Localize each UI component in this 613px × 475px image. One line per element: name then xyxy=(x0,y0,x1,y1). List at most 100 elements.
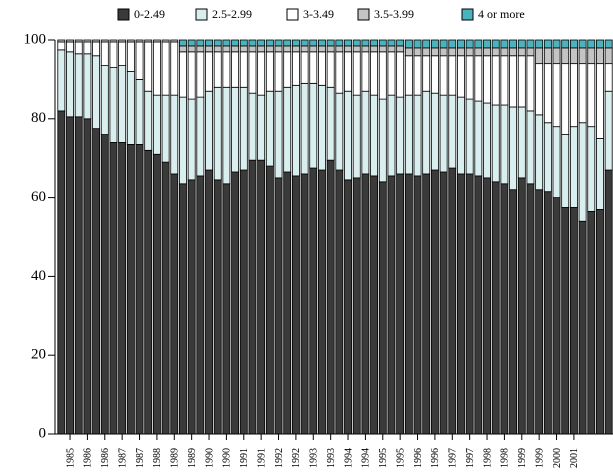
bar-segment xyxy=(291,51,300,86)
bar-segment xyxy=(318,39,326,47)
bar-segment xyxy=(361,90,370,175)
bar-segment xyxy=(430,39,439,49)
bar-segment xyxy=(283,45,292,53)
bar-segment xyxy=(100,134,109,435)
bar-segment xyxy=(318,51,326,86)
bar-segment xyxy=(517,55,526,108)
y-tick-label: 100 xyxy=(24,31,47,47)
bar-segment xyxy=(457,55,465,98)
bar-segment xyxy=(491,55,500,106)
bar-segment xyxy=(300,173,309,435)
bar-segment xyxy=(326,86,335,161)
bar-segment xyxy=(396,173,405,435)
bar-segment xyxy=(448,55,457,96)
bar-segment xyxy=(430,55,439,94)
bar-segment xyxy=(430,92,439,171)
bar-segment xyxy=(135,144,144,435)
x-tick-label: 1999 xyxy=(534,448,545,468)
bar-segment xyxy=(344,39,352,47)
bar-segment xyxy=(413,55,422,96)
bar-segment xyxy=(552,126,561,198)
x-tick-label: 1996 xyxy=(430,448,441,468)
bar-segment xyxy=(326,159,335,435)
bar-segment xyxy=(265,90,274,167)
bar-segment xyxy=(126,144,135,435)
bar-segment xyxy=(483,39,491,49)
bar-segment xyxy=(561,39,570,49)
bar-segment xyxy=(370,175,379,435)
bar-segment xyxy=(526,39,535,49)
x-tick-label: 1991 xyxy=(239,448,250,468)
x-tick-label: 1989 xyxy=(170,448,181,468)
bar-segment xyxy=(378,98,387,183)
bar-segment xyxy=(152,94,161,155)
bar-segment xyxy=(517,106,526,179)
bar-segment xyxy=(300,82,309,175)
bar-segment xyxy=(326,51,335,88)
bar-segment xyxy=(404,39,413,49)
bar-segment xyxy=(161,161,170,435)
bar-segment xyxy=(109,39,118,43)
bar-segment xyxy=(569,47,578,65)
bar-segment xyxy=(309,45,318,53)
bar-segment xyxy=(422,55,431,92)
bar-segment xyxy=(222,39,231,47)
bar-segment xyxy=(92,39,101,43)
bar-segment xyxy=(257,39,266,47)
bar-segment xyxy=(596,138,604,210)
bar-segment xyxy=(561,47,570,65)
bar-segment xyxy=(448,39,457,49)
bar-segment xyxy=(126,39,135,43)
bar-segment xyxy=(465,47,474,57)
bar-segment xyxy=(578,220,587,435)
bar-segment xyxy=(179,183,187,435)
bar-segment xyxy=(196,175,205,435)
bar-segment xyxy=(248,51,257,94)
bar-segment xyxy=(526,183,535,435)
bar-segment xyxy=(370,94,379,177)
bar-segment xyxy=(152,39,161,43)
x-tick-label: 1989 xyxy=(187,448,198,468)
x-tick-label: 1988 xyxy=(152,448,163,468)
bar-segment xyxy=(74,116,83,435)
bar-segment xyxy=(387,51,396,96)
x-tick-label: 2000 xyxy=(552,448,563,468)
bar-segment xyxy=(439,47,448,57)
bar-segment xyxy=(257,94,266,161)
bar-segment xyxy=(83,53,92,120)
bar-segment xyxy=(274,177,283,435)
bar-segment xyxy=(239,45,248,53)
x-tick-label: 1993 xyxy=(326,448,337,468)
bar-segment xyxy=(170,39,179,43)
bar-segment xyxy=(474,39,483,49)
bar-segment xyxy=(569,63,578,128)
bar-segment xyxy=(543,39,552,49)
x-tick-label: 1986 xyxy=(100,448,111,468)
bar-segment xyxy=(587,210,596,435)
bar-segment xyxy=(552,197,561,435)
bar-segment xyxy=(535,189,544,435)
bar-segment xyxy=(66,41,74,53)
bar-segment xyxy=(378,181,387,435)
bar-segment xyxy=(439,94,448,173)
bar-segment xyxy=(387,94,396,177)
bar-segment xyxy=(222,45,231,53)
x-tick-label: 1998 xyxy=(500,448,511,468)
bar-segment xyxy=(326,45,335,53)
bar-segment xyxy=(335,51,344,94)
y-tick-label: 0 xyxy=(39,425,47,441)
x-tick-label: 1990 xyxy=(222,448,233,468)
bar-segment xyxy=(596,63,604,139)
x-tick-label: 1987 xyxy=(117,448,128,468)
y-tick-label: 20 xyxy=(31,347,46,363)
bar-segment xyxy=(361,45,370,53)
bar-segment xyxy=(92,128,101,435)
bar-segment xyxy=(517,177,526,435)
bar-segment xyxy=(100,65,109,135)
bar-segment xyxy=(448,47,457,57)
bar-segment xyxy=(205,169,213,435)
bar-segment xyxy=(213,51,222,88)
bar-segment xyxy=(274,90,283,179)
bar-segment xyxy=(535,39,544,49)
bar-segment xyxy=(318,45,326,53)
